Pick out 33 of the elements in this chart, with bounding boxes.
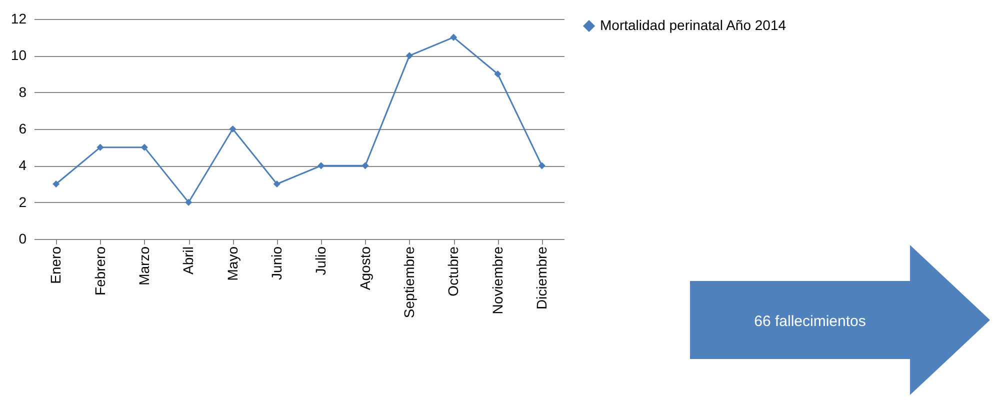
point: [96, 144, 104, 151]
x-tick-label: Agosto: [356, 246, 373, 290]
x-tick-label: Diciembre: [533, 246, 550, 310]
point: [140, 144, 148, 151]
x-tick-label: Enero: [48, 246, 64, 284]
point: [273, 180, 280, 188]
y-tick-label: 0: [18, 230, 27, 246]
point: [406, 52, 413, 60]
x-tick-label: Mayo: [224, 246, 240, 281]
x-tick-label: Marzo: [136, 246, 152, 286]
x-tick-label: Noviembre: [489, 246, 506, 314]
x-tick-label: Abril: [180, 246, 196, 275]
point: [538, 162, 546, 170]
y-tick-label: 12: [10, 10, 27, 26]
y-tick-label: 4: [18, 157, 27, 174]
arrow-shape: 66 fallecimientos: [690, 245, 990, 395]
point: [185, 198, 192, 206]
x-tick-label: Octubre: [445, 246, 462, 296]
y-tick-label: 2: [18, 194, 27, 210]
y-tick-label: 10: [10, 47, 27, 64]
x-tick-label: Junio: [268, 246, 284, 280]
y-tick-label: 8: [18, 84, 27, 100]
x-tick-label: Febrero: [92, 246, 108, 296]
point: [494, 70, 502, 78]
y-tick-label: 6: [18, 120, 27, 136]
x-tick-label: Septiembre: [400, 246, 417, 318]
point: [318, 162, 325, 170]
point: [52, 180, 60, 188]
x-tick-label: Julio: [312, 246, 329, 276]
point: [450, 34, 458, 41]
point: [362, 162, 369, 170]
legend-label: Mortalidad perinatal Año 2014: [600, 17, 786, 33]
point: [229, 125, 236, 133]
